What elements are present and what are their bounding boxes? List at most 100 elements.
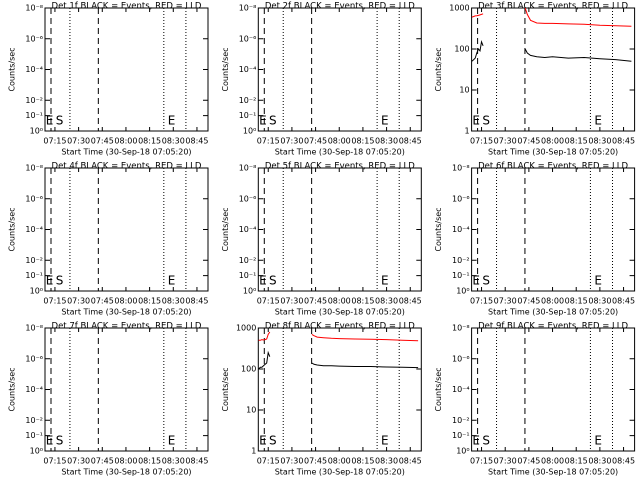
x-tick-label: 08:30 xyxy=(162,297,185,306)
x-tick-label: 08:45 xyxy=(185,457,208,466)
chart-title: Det 8f BLACK = Events, RED = LLD xyxy=(265,322,415,332)
x-tick-label: 07:45 xyxy=(91,297,114,306)
x-tick-label: 08:45 xyxy=(185,297,208,306)
y-tick-label: 10⁻⁸ xyxy=(452,164,470,173)
y-axis-label: Counts/sec xyxy=(434,367,443,411)
x-tick-label: 08:15 xyxy=(565,137,588,146)
x-axis-label: Start Time (30-Sep-18 07:05:20) xyxy=(61,468,191,477)
x-tick-label: 07:45 xyxy=(517,457,540,466)
panel: Det 1f BLACK = Events, RED = LLD Start Ti… xyxy=(8,2,209,157)
annotation: S xyxy=(482,114,490,128)
y-tick-label: 10⁻² xyxy=(25,96,43,105)
x-tick-label: 08:45 xyxy=(612,137,635,146)
x-tick-label: 07:30 xyxy=(67,137,90,146)
panel: Det 3f BLACK = Events, RED = LLD Start Ti… xyxy=(434,2,636,157)
x-tick-label: 07:45 xyxy=(517,297,540,306)
y-tick-label: 1000 xyxy=(449,4,469,13)
annotation: E xyxy=(46,114,54,128)
y-axis-label: Counts/sec xyxy=(221,47,230,91)
x-tick-label: 08:45 xyxy=(399,457,422,466)
y-tick-label: 10⁻⁸ xyxy=(25,164,43,173)
y-tick-label: 10⁰ xyxy=(30,447,43,456)
y-tick-label: 10⁻⁴ xyxy=(239,65,257,74)
x-tick-label: 08:30 xyxy=(588,297,611,306)
panel: Det 9f BLACK = Events, RED = LLD Start Ti… xyxy=(434,322,636,477)
annotation: S xyxy=(269,274,277,288)
chart-title: Det 4f BLACK = Events, RED = LLD xyxy=(52,162,202,172)
y-tick-label: 10⁰ xyxy=(456,447,469,456)
x-tick-label: 07:15 xyxy=(470,137,493,146)
panel: Det 5f BLACK = Events, RED = LLD Start Ti… xyxy=(221,162,422,317)
x-tick-label: 08:00 xyxy=(541,137,564,146)
y-axis-label: Counts/sec xyxy=(8,47,17,91)
annotation: E xyxy=(472,434,480,448)
annotation: E xyxy=(259,434,267,448)
x-tick-label: 08:00 xyxy=(328,297,351,306)
y-tick-label: 10⁰ xyxy=(30,287,43,296)
panel: Det 6f BLACK = Events, RED = LLD Start Ti… xyxy=(434,162,636,317)
chart-title: Det 7f BLACK = Events, RED = LLD xyxy=(52,322,202,332)
annotation: E xyxy=(381,274,389,288)
annotation: E xyxy=(594,274,602,288)
series-line xyxy=(258,331,419,342)
x-axis-label: Start Time (30-Sep-18 07:05:20) xyxy=(275,148,405,157)
x-tick-label: 07:30 xyxy=(67,457,90,466)
panel: Det 2f BLACK = Events, RED = LLD Start Ti… xyxy=(221,2,422,157)
y-tick-label: 10⁻² xyxy=(25,416,43,425)
y-tick-label: 1 xyxy=(465,127,470,136)
x-tick-label: 08:45 xyxy=(612,297,635,306)
annotation: E xyxy=(594,114,602,128)
y-tick-label: 10⁰ xyxy=(243,127,256,136)
y-tick-label: 100 xyxy=(454,45,469,54)
annotation: E xyxy=(472,274,480,288)
x-tick-label: 07:45 xyxy=(304,137,327,146)
annotation: S xyxy=(56,114,64,128)
plot-frame xyxy=(257,327,422,452)
annotation: E xyxy=(168,274,176,288)
y-tick-label: 10⁻⁸ xyxy=(25,4,43,13)
y-tick-label: 10⁻⁸ xyxy=(25,324,43,333)
x-tick-label: 08:30 xyxy=(588,137,611,146)
chart-title: Det 5f BLACK = Events, RED = LLD xyxy=(265,162,415,172)
x-tick-label: 08:30 xyxy=(162,457,185,466)
annotation: S xyxy=(269,434,277,448)
x-tick-label: 08:30 xyxy=(375,137,398,146)
x-tick-label: 07:30 xyxy=(494,297,517,306)
y-axis-label: Counts/sec xyxy=(434,47,443,91)
annotation: E xyxy=(594,434,602,448)
x-tick-label: 07:15 xyxy=(43,137,66,146)
y-tick-label: 10⁻⁸ xyxy=(452,324,470,333)
y-tick-label: 10⁻¹ xyxy=(452,431,470,440)
x-tick-label: 07:15 xyxy=(257,137,280,146)
y-tick-label: 100 xyxy=(241,365,256,374)
x-tick-label: 07:15 xyxy=(43,297,66,306)
chart-title: Det 6f BLACK = Events, RED = LLD xyxy=(478,162,628,172)
x-tick-label: 07:30 xyxy=(280,457,303,466)
x-tick-label: 07:30 xyxy=(280,137,303,146)
x-axis-label: Start Time (30-Sep-18 07:05:20) xyxy=(488,308,618,317)
y-axis-label: Counts/sec xyxy=(434,207,443,251)
y-tick-label: 10⁻² xyxy=(452,416,470,425)
annotation: E xyxy=(168,114,176,128)
annotation: E xyxy=(168,434,176,448)
y-tick-label: 10⁻⁶ xyxy=(25,34,43,43)
x-tick-label: 08:45 xyxy=(399,137,422,146)
y-tick-label: 10⁻¹ xyxy=(452,271,470,280)
y-tick-label: 10⁻⁴ xyxy=(452,225,470,234)
annotation: S xyxy=(482,274,490,288)
series-line xyxy=(471,39,632,62)
panel: Det 8f BLACK = Events, RED = LLD Start Ti… xyxy=(221,322,422,477)
x-tick-label: 07:15 xyxy=(470,457,493,466)
y-tick-label: 10⁰ xyxy=(456,287,469,296)
x-tick-label: 08:30 xyxy=(162,137,185,146)
plot-frame xyxy=(471,7,636,132)
x-tick-label: 07:45 xyxy=(91,137,114,146)
x-tick-label: 08:45 xyxy=(399,297,422,306)
x-tick-label: 08:00 xyxy=(114,457,137,466)
x-axis-label: Start Time (30-Sep-18 07:05:20) xyxy=(61,148,191,157)
x-tick-label: 08:00 xyxy=(541,457,564,466)
x-tick-label: 08:45 xyxy=(185,137,208,146)
x-tick-label: 07:30 xyxy=(494,137,517,146)
chart-title: Det 1f BLACK = Events, RED = LLD xyxy=(52,2,202,12)
x-tick-label: 08:00 xyxy=(114,137,137,146)
